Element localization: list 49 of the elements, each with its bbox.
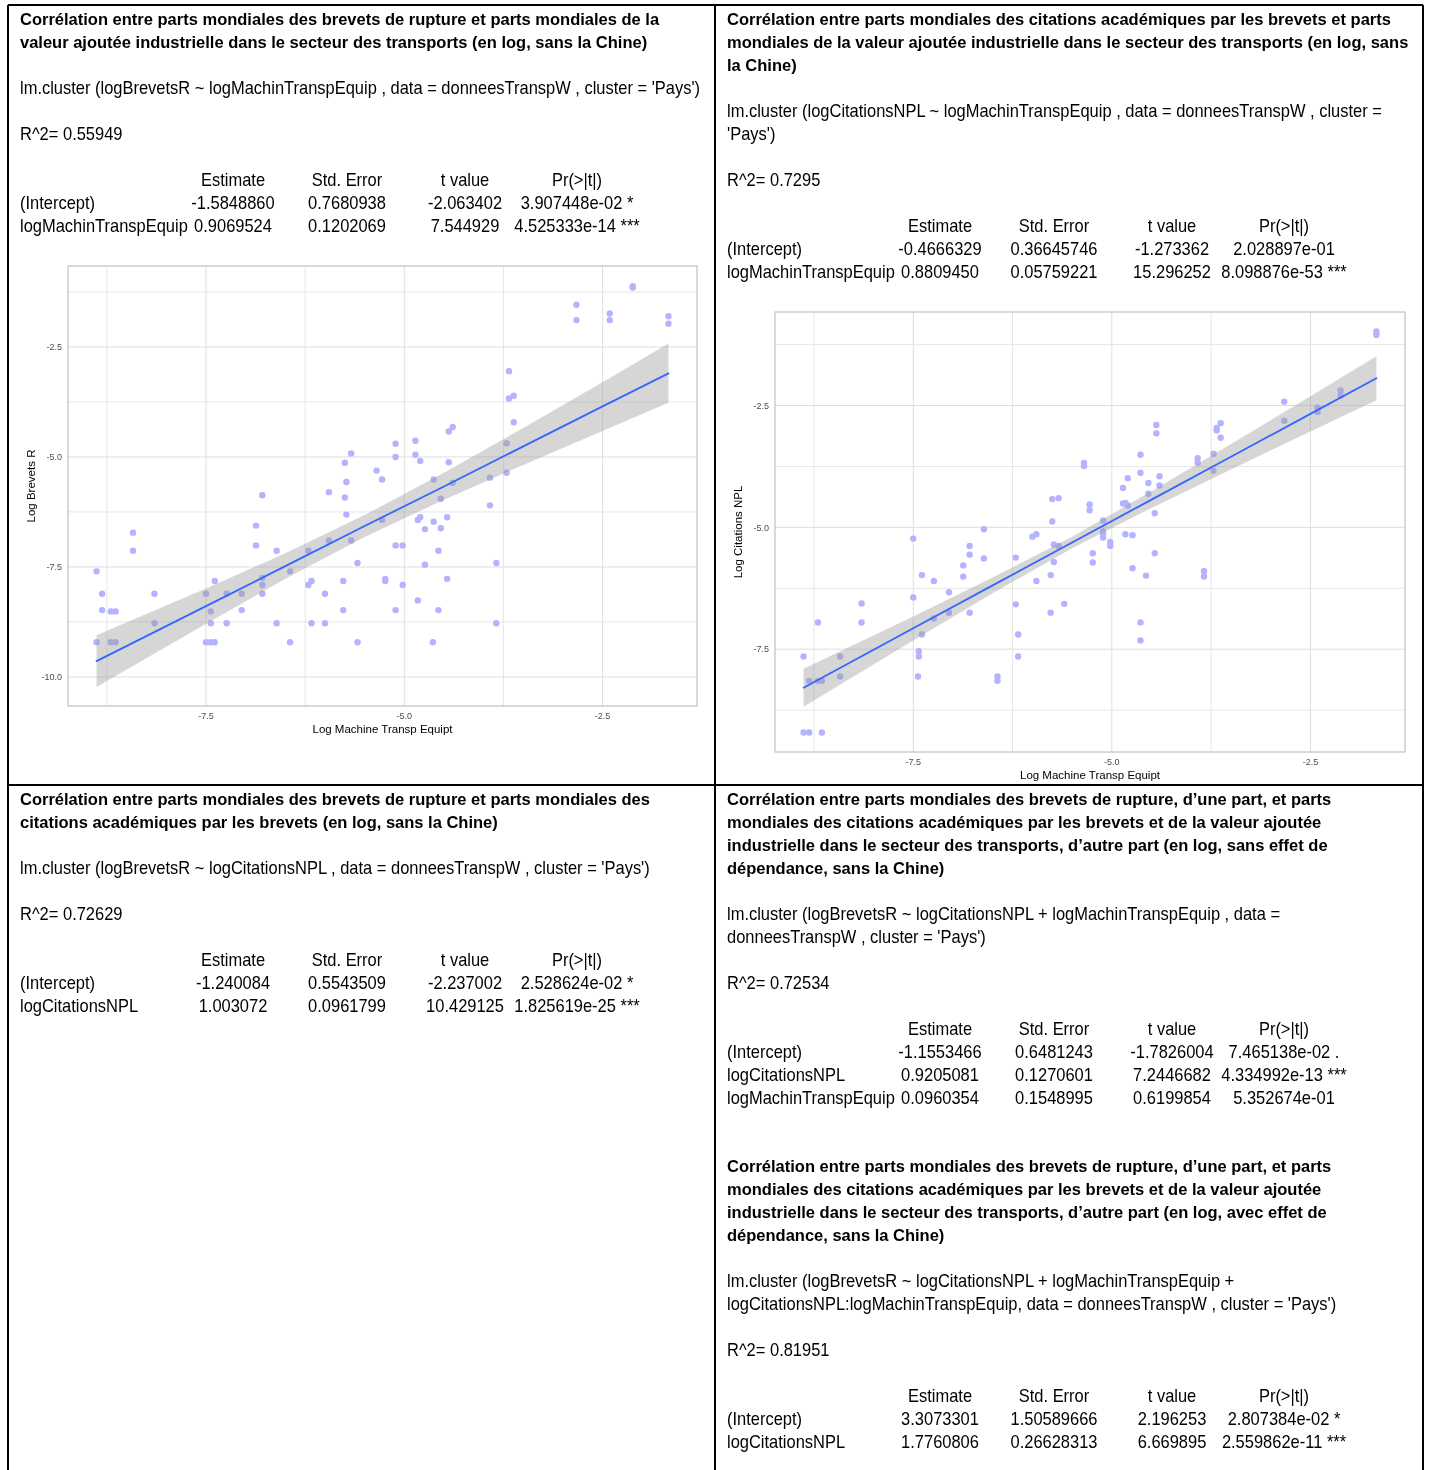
y-tick-label: -5.0 xyxy=(753,522,769,533)
text: R^2= 0.72534 xyxy=(727,972,830,994)
x-axis-title: Log Machine Transp Equipt xyxy=(312,723,454,735)
chart-title: Corrélation entre parts mondiales des citations académiques par les brevets et parts mondiales de la valeur ajoutée industrielle dans le secteur des transports (en log, sans la Chine) xyxy=(727,9,1409,74)
x-tick-label: -5.0 xyxy=(396,710,413,721)
text: logCitationsNPL 1.7760806 0.26628313 6.669895 2.559862e-11 *** xyxy=(727,1431,1347,1453)
x-tick-label: -7.5 xyxy=(198,710,214,721)
text: R^2= 0.72629 xyxy=(20,903,123,925)
text: logMachinTranspEquip 0.8809450 0.05759221 15.296252 8.098876e-53 *** xyxy=(727,261,1347,283)
text: logMachinTranspEquip 0.9069524 0.1202069 7.544929 4.525333e-14 *** xyxy=(20,215,640,237)
text: Corrélation entre parts mondiales des brevets de rupture et parts mondiales des citations académiques par les brevets (en log, sans la Chine) xyxy=(20,789,650,831)
x-tick-label: -2.5 xyxy=(1302,756,1319,767)
y-tick-label: -7.5 xyxy=(46,562,62,573)
chart-subtitle: lm.cluster (logCitationsNPL ~ logMachinTranspEquip , data = donneesTranspW , cluster = 'Pays') xyxy=(727,100,1382,145)
text: logCitationsNPL 0.9205081 0.1270601 7.2446682 4.334992e-13 *** xyxy=(727,1064,1347,1086)
y-tick-label: -2.5 xyxy=(46,342,62,353)
text: (Intercept) -1.5848860 0.7680938 -2.063402 3.907448e-02 * xyxy=(20,192,634,214)
text: logCitationsNPL 1.003072 0.0961799 10.429125 1.825619e-25 *** xyxy=(20,995,640,1017)
text: logMachinTranspEquip 0.0960354 0.1548995 0.6199854 5.352674e-01 xyxy=(727,1087,1335,1109)
x-tick-label: -7.5 xyxy=(905,756,921,767)
text: R^2= 0.7295 xyxy=(727,169,821,191)
x-tick-label: -2.5 xyxy=(594,710,611,721)
text: R^2= 0.55949 xyxy=(20,123,123,145)
y-tick-label: -7.5 xyxy=(753,644,769,655)
chart-title: Corrélation entre parts mondiales des brevets de rupture et parts mondiales de la valeur ajoutée industrielle dans le secteur des transports (en log, sans la Chine) xyxy=(20,9,660,51)
y-axis-title: Log Brevets R xyxy=(25,449,37,523)
text: (Intercept) 3.3073301 1.50589666 2.196253 2.807384e-02 * xyxy=(727,1408,1341,1430)
text: (Intercept) -1.1553466 0.6481243 -1.7826004 7.465138e-02 . xyxy=(727,1041,1340,1063)
chart-subtitle: lm.cluster (logBrevetsR ~ logMachinTranspEquip , data = donneesTranspW , cluster = 'Pays') xyxy=(20,77,701,99)
text: Estimate Std. Error t value Pr(>|t|) xyxy=(200,949,603,971)
y-tick-label: -5.0 xyxy=(46,452,62,463)
text: (Intercept) -1.240084 0.5543509 -2.237002 2.528624e-02 * xyxy=(20,972,634,994)
text: lm.cluster (logBrevetsR ~ logCitationsNPL + logMachinTranspEquip , data = donneesTranspW , cluster = 'Pays') xyxy=(727,903,1281,948)
text: Estimate Std. Error t value Pr(>|t|) xyxy=(907,215,1310,237)
y-tick-label: -10.0 xyxy=(41,672,62,683)
text: Estimate Std. Error t value Pr(>|t|) xyxy=(907,1018,1310,1040)
line-series xyxy=(95,372,670,663)
text: lm.cluster (logBrevetsR ~ logCitationsNPL , data = donneesTranspW , cluster = 'Pays') xyxy=(20,857,650,879)
y-tick-label: -2.5 xyxy=(753,400,769,411)
text: Estimate Std. Error t value Pr(>|t|) xyxy=(907,1385,1310,1407)
text: lm.cluster (logBrevetsR ~ logCitationsNPL + logMachinTranspEquip + logCitationsNPL:logMachinTranspEquip, data = donneesTranspW , cluster = 'Pays') xyxy=(727,1270,1337,1315)
y-axis-title: Log Citations NPL xyxy=(732,485,744,579)
text: Corrélation entre parts mondiales des brevets de rupture, d’une part, et parts mondiales des citations académiques par les brevets et de la valeur ajoutée industrielle dans le secteur des transports, d’autre part (en log, sans effet de dépendance, sans la Chine) xyxy=(727,789,1332,877)
text: (Intercept) -0.4666329 0.36645746 -1.273362 2.028897e-01 xyxy=(727,238,1335,260)
text: R^2= 0.81951 xyxy=(727,1339,830,1361)
text: Corrélation entre parts mondiales des brevets de rupture, d’une part, et parts mondiales des citations académiques par les brevets et de la valeur ajoutée industrielle dans le secteur des transports, d’autre part (en log, avec effet de dépendance, sans la Chine) xyxy=(727,1156,1332,1244)
x-axis-title: Log Machine Transp Equipt xyxy=(1019,769,1161,781)
x-tick-label: -5.0 xyxy=(1104,756,1120,767)
text: Estimate Std. Error t value Pr(>|t|) xyxy=(200,169,603,191)
